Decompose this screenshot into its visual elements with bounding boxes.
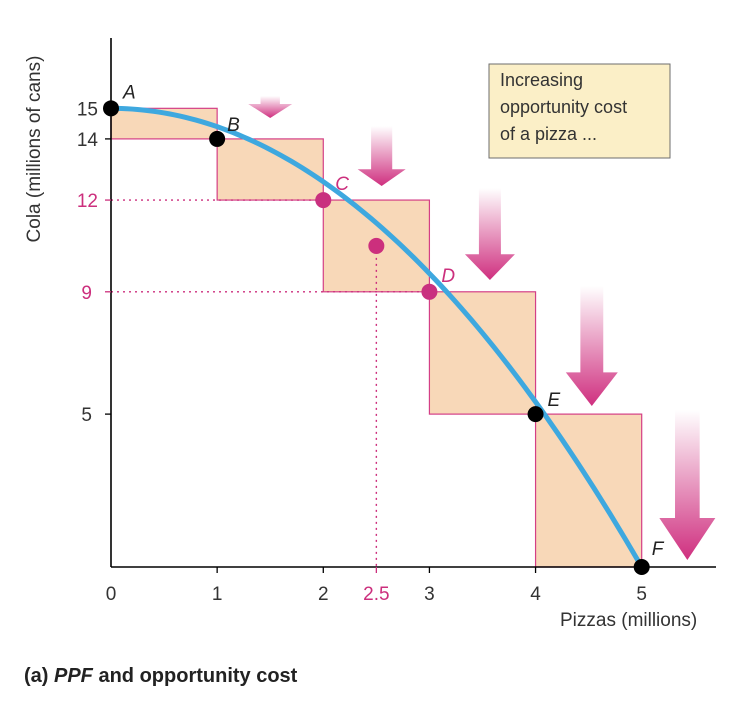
increasing-cost-arrow-2: [357, 126, 406, 186]
y-tick-label-15: 15: [77, 99, 98, 120]
ppf-curve: [108, 105, 645, 570]
callout-line-1: Increasing: [500, 70, 583, 90]
x-tick-label-4: 4: [530, 584, 541, 605]
point-d: [421, 283, 438, 300]
point-e: [527, 406, 544, 423]
x-tick-label-1: 1: [212, 584, 223, 605]
point-c: [315, 192, 332, 209]
opportunity-box-d-to-e: [428, 291, 537, 415]
caption-prefix: (a): [24, 665, 54, 687]
y-tick-label-12: 12: [77, 191, 98, 212]
callout-line-3: of a pizza ...: [500, 124, 597, 144]
callout-box: [488, 63, 671, 159]
point-label-f: F: [652, 539, 665, 560]
x-tick-label-0: 0: [106, 584, 117, 605]
point-label-d: D: [441, 266, 455, 287]
point-a: [103, 100, 119, 117]
x-tick-label-2-5: 2.5: [363, 584, 389, 605]
x-tick-label-2: 2: [318, 584, 329, 605]
x-tick-label-5: 5: [636, 584, 647, 605]
caption-italic: PPF: [54, 665, 93, 687]
point-f: [633, 559, 650, 575]
point-label-a: A: [122, 82, 136, 103]
x-tick-label-3: 3: [424, 584, 435, 605]
caption-rest: and opportunity cost: [92, 665, 298, 687]
increasing-cost-arrow-1: [248, 96, 293, 118]
y-tick-label-5: 5: [81, 405, 92, 426]
chart-caption: (a) PPF and opportunity cost: [24, 665, 297, 688]
y-axis-title: Cola (millions of cans): [24, 56, 45, 243]
point-b: [209, 130, 226, 147]
increasing-cost-arrow-3: [464, 188, 515, 280]
increasing-cost-arrow-4: [565, 286, 618, 406]
point-label-e: E: [548, 390, 561, 411]
y-tick-label-14: 14: [77, 130, 99, 151]
increasing-cost-arrow-5: [659, 410, 716, 560]
point-label-b: B: [227, 115, 240, 136]
x-axis-title: Pizzas (millions): [560, 610, 697, 631]
midpoint-2-5: [368, 237, 385, 254]
y-tick-label-9: 9: [81, 283, 92, 304]
point-label-c: C: [335, 174, 349, 195]
callout-line-2: opportunity cost: [500, 97, 627, 117]
